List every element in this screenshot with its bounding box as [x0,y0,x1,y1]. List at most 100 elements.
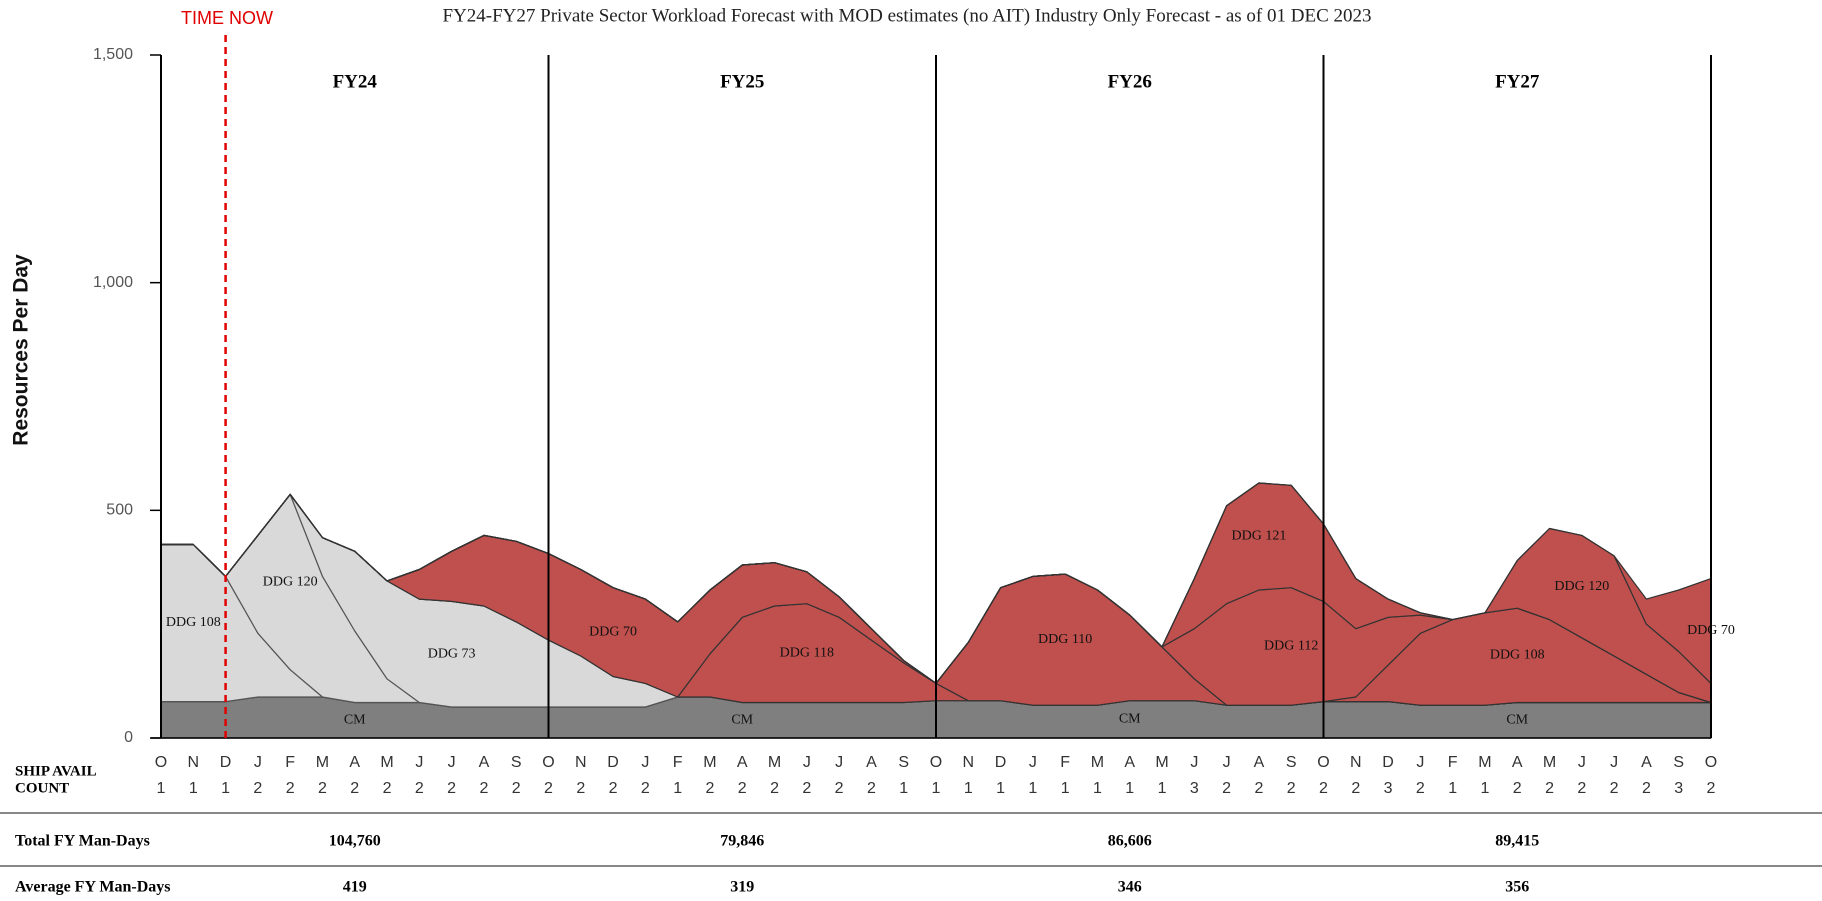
x-tick-label: J [641,754,649,771]
count-value: 2 [1287,780,1296,797]
chart-title: FY24-FY27 Private Sector Workload Foreca… [443,5,1372,26]
x-tick-label: J [1610,754,1618,771]
count-value: 2 [738,780,747,797]
x-tick-label: J [803,754,811,771]
x-tick-label: N [963,754,975,771]
count-value: 2 [770,780,779,797]
row-value: 89,415 [1495,833,1539,850]
series-label: DDG 112 [1264,639,1318,654]
x-tick-label: N [188,754,200,771]
count-value: 1 [1158,780,1167,797]
count-value: 1 [221,780,230,797]
x-tick-label: M [1543,754,1556,771]
series-label: DDG 73 [428,646,476,661]
count-value: 2 [835,780,844,797]
count-value: 1 [1093,780,1102,797]
count-value: 2 [253,780,262,797]
x-tick-label: M [1155,754,1168,771]
x-tick-label: F [1060,754,1070,771]
x-tick-label: O [1317,754,1329,771]
x-tick-label: J [448,754,456,771]
count-value: 3 [1190,780,1199,797]
count-value: 2 [1577,780,1586,797]
series-label: CM [344,712,366,727]
row-value: 86,606 [1108,833,1152,850]
count-value: 2 [383,780,392,797]
x-tick-label: O [930,754,942,771]
fy-label: FY24 [333,71,378,92]
fy-label: FY27 [1495,71,1540,92]
x-tick-label: D [1382,754,1394,771]
x-tick-label: M [316,754,329,771]
count-value: 2 [415,780,424,797]
x-tick-label: M [380,754,393,771]
row-label: Average FY Man-Days [15,879,171,896]
count-value: 2 [447,780,456,797]
count-value: 2 [1642,780,1651,797]
x-tick-label: A [1641,754,1652,771]
x-tick-label: O [542,754,554,771]
x-tick-label: A [737,754,748,771]
count-value: 2 [1513,780,1522,797]
count-value: 2 [706,780,715,797]
row-value: 104,760 [329,833,381,850]
x-tick-label: S [1673,754,1684,771]
x-tick-label: F [1448,754,1458,771]
count-value: 1 [1125,780,1134,797]
count-value: 2 [1222,780,1231,797]
count-value: 2 [1351,780,1360,797]
count-value: 2 [1416,780,1425,797]
series-label: DDG 70 [589,624,637,639]
x-tick-label: J [1578,754,1586,771]
count-value: 1 [1061,780,1070,797]
y-tick-label: 0 [124,729,133,746]
count-value: 3 [1384,780,1393,797]
count-value: 1 [157,780,166,797]
count-value: 1 [189,780,198,797]
count-value: 2 [1319,780,1328,797]
series-label: CM [1506,712,1528,727]
series-label: DDG 120 [1554,579,1609,594]
row-label: Total FY Man-Days [15,833,150,850]
x-tick-label: S [511,754,522,771]
fy-label: FY25 [720,71,764,92]
x-tick-label: D [607,754,619,771]
row-value: 419 [343,879,367,896]
x-tick-label: A [866,754,877,771]
x-tick-label: J [415,754,423,771]
count-value: 2 [609,780,618,797]
count-value: 2 [479,780,488,797]
count-value: 1 [899,780,908,797]
x-tick-label: N [575,754,587,771]
series-label: CM [1119,712,1141,727]
row-value: 319 [730,879,754,896]
series-label: DDG 110 [1038,632,1092,647]
count-label: SHIP AVAIL [15,763,97,779]
y-tick-label: 1,500 [93,46,133,63]
series-label: CM [731,712,753,727]
x-tick-label: F [673,754,683,771]
x-tick-label: D [220,754,232,771]
count-value: 2 [544,780,553,797]
count-value: 2 [1610,780,1619,797]
x-tick-label: A [349,754,360,771]
count-value: 2 [576,780,585,797]
count-value: 2 [318,780,327,797]
count-value: 2 [350,780,359,797]
x-tick-label: A [1124,754,1135,771]
x-tick-label: S [1286,754,1297,771]
count-value: 1 [1028,780,1037,797]
x-tick-label: S [898,754,909,771]
x-tick-label: O [1705,754,1717,771]
x-tick-label: M [768,754,781,771]
x-tick-label: J [1029,754,1037,771]
annotation: TIME NOW [181,8,273,28]
count-value: 1 [1448,780,1457,797]
y-tick-label: 500 [106,502,133,519]
x-tick-label: D [995,754,1007,771]
count-value: 2 [1545,780,1554,797]
x-tick-label: J [1190,754,1198,771]
x-tick-label: F [285,754,295,771]
count-value: 2 [802,780,811,797]
x-tick-label: A [479,754,490,771]
